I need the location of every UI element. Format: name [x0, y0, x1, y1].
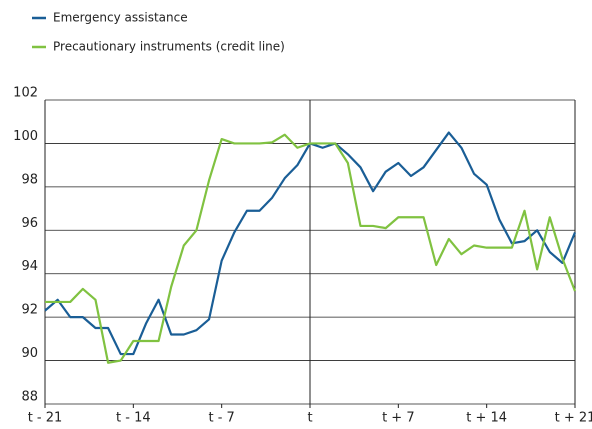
x-tick-label: t - 7: [209, 411, 235, 426]
x-tick-label: t + 7: [382, 411, 415, 426]
legend-label: Precautionary instruments (credit line): [53, 40, 285, 54]
y-tick-label: 88: [21, 390, 38, 405]
x-tick-label: t + 21: [555, 411, 592, 426]
series-line: [45, 133, 577, 364]
y-tick-label: 94: [21, 259, 38, 274]
x-tick-label: t + 14: [466, 411, 507, 426]
y-tick-label: 100: [13, 129, 38, 144]
x-tick-label: t: [307, 411, 312, 426]
y-tick-label: 92: [21, 303, 38, 318]
y-tick-label: 90: [21, 346, 38, 361]
legend-label: Emergency assistance: [53, 11, 188, 25]
y-tick-label: 98: [21, 172, 38, 187]
y-tick-label: 96: [21, 216, 38, 231]
y-tick-label: 102: [13, 86, 38, 101]
x-tick-label: t - 14: [116, 411, 151, 426]
x-tick-label: t - 21: [28, 411, 63, 426]
